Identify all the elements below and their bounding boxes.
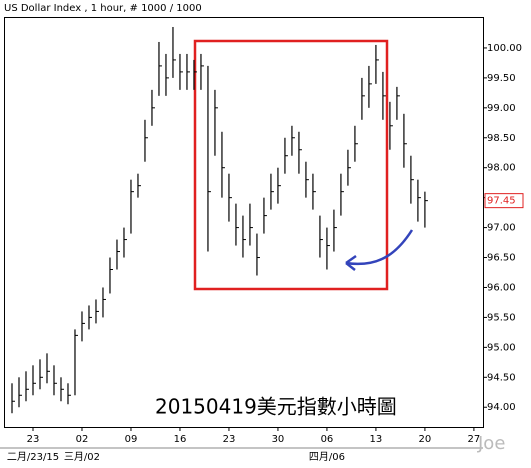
- arrow-head: [345, 254, 357, 271]
- x-tick-label: 02: [76, 434, 89, 445]
- chart-title: US Dollar Index , 1 hour, # 1000 / 1000: [4, 3, 202, 14]
- y-tick-label: 94.00: [487, 402, 516, 413]
- watermark: Joe: [477, 433, 505, 454]
- arrow: [345, 229, 414, 266]
- x-tick-label: 23: [223, 434, 236, 445]
- y-tick-label: 99.50: [487, 73, 516, 84]
- y-tick-label: 96.00: [487, 282, 516, 293]
- y-tick-label: 94.50: [487, 372, 516, 383]
- y-tick-label: 98.00: [487, 163, 516, 174]
- x-tick-label: 06: [321, 434, 334, 445]
- y-tick-label: 96.50: [487, 253, 516, 264]
- y-tick-label: 98.50: [487, 133, 516, 144]
- annotation: 20150419美元指數小時圖: [155, 395, 397, 419]
- x-tick-label: 23: [27, 434, 40, 445]
- y-tick-label: 99.00: [487, 103, 516, 114]
- x-tick-label: 20: [419, 434, 432, 445]
- highlight-box: [193, 39, 389, 291]
- x-sublabel: 四月/06: [309, 451, 345, 463]
- x-sublabel: 二月/23/15: [7, 451, 59, 463]
- x-tick-label: 16: [174, 434, 187, 445]
- x-tick-label: 30: [272, 434, 285, 445]
- last-price-box: [484, 193, 524, 209]
- x-tick-label: 13: [370, 434, 383, 445]
- y-tick-label: 95.00: [487, 342, 516, 353]
- x-tick-label: 09: [125, 434, 138, 445]
- last-price-label: 97.45: [487, 196, 516, 207]
- y-tick-label: 100.00: [487, 43, 522, 54]
- y-tick-label: 97.00: [487, 223, 516, 234]
- x-tick-label: 27: [468, 434, 481, 445]
- x-sublabel: 三月/02: [64, 451, 100, 463]
- y-tick-label: 95.50: [487, 312, 516, 323]
- plot-frame: [4, 17, 484, 428]
